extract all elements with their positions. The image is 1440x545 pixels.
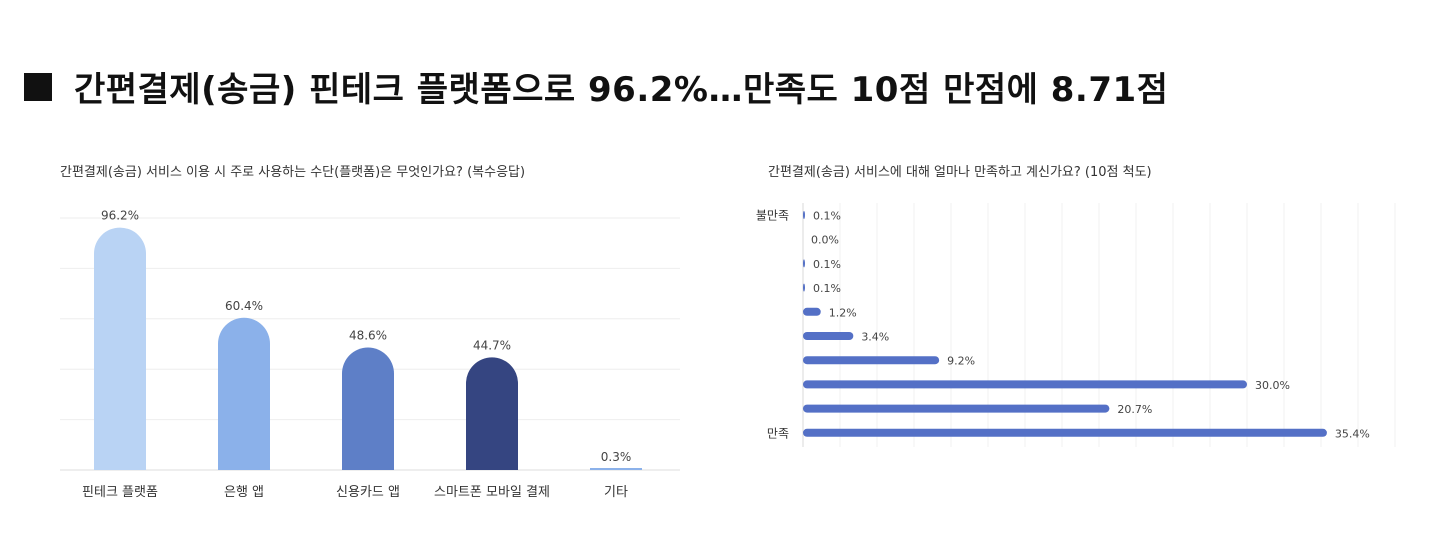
data-label: 1.2% <box>829 306 857 319</box>
bar <box>342 347 394 470</box>
data-label: 9.2% <box>947 355 975 368</box>
data-label: 0.3% <box>601 450 632 464</box>
bar <box>803 283 805 292</box>
bar <box>803 307 821 316</box>
data-label: 0.1% <box>813 282 841 295</box>
category-label: 스마트폰 모바일 결제 <box>434 485 550 500</box>
bar <box>803 380 1247 389</box>
bar <box>466 357 518 470</box>
bar <box>803 211 805 219</box>
bar <box>803 404 1110 413</box>
data-label: 96.2% <box>101 209 139 223</box>
data-label: 0.1% <box>813 258 841 271</box>
data-label: 44.7% <box>473 338 511 352</box>
category-label: 만족 <box>767 426 789 440</box>
data-label: 0.1% <box>813 210 841 223</box>
category-label: 신용카드 앱 <box>336 485 400 500</box>
bar <box>803 259 805 268</box>
data-label: 30.0% <box>1255 379 1290 392</box>
data-label: 3.4% <box>861 331 889 344</box>
category-label: 기타 <box>604 485 628 500</box>
category-label: 은행 앱 <box>224 484 264 500</box>
headline-text: 간편결제(송금) 핀테크 플랫폼으로 96.2%…만족도 10점 만점에 8.7… <box>74 70 1169 110</box>
bar <box>590 468 642 470</box>
bar <box>218 317 270 470</box>
data-label: 20.7% <box>1117 403 1152 416</box>
bar <box>803 428 1327 437</box>
bullet-square-icon <box>24 72 52 101</box>
data-label: 35.4% <box>1335 427 1370 440</box>
bar <box>94 227 146 470</box>
data-label: 60.4% <box>225 299 263 313</box>
left-chart-title: 간편결제(송금) 서비스 이용 시 주로 사용하는 수단(플랫폼)은 무엇인가요… <box>60 165 526 180</box>
bar <box>803 356 940 365</box>
headline: 간편결제(송금) 핀테크 플랫폼으로 96.2%…만족도 10점 만점에 8.7… <box>24 62 1168 111</box>
category-label: 불만족 <box>756 209 789 223</box>
right-chart-title: 간편결제(송금) 서비스에 대해 얼마나 만족하고 계신가요? (10점 척도) <box>768 165 1152 180</box>
data-label: 48.6% <box>349 329 387 343</box>
data-label: 0.0% <box>811 234 839 247</box>
bar <box>803 332 854 340</box>
category-label: 핀테크 플랫폼 <box>82 485 158 500</box>
